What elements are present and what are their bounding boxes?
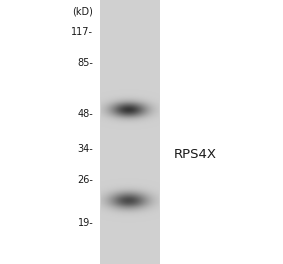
Text: 26-: 26-	[78, 175, 93, 185]
Bar	[100, 0, 160, 264]
Text: 117-: 117-	[71, 27, 93, 37]
Text: 48-: 48-	[78, 109, 93, 119]
Text: RPS4X: RPS4X	[174, 148, 217, 161]
Text: 19-: 19-	[78, 218, 93, 228]
Text: 85-: 85-	[78, 58, 93, 68]
Text: 34-: 34-	[78, 144, 93, 154]
Text: (kD): (kD)	[72, 6, 93, 16]
